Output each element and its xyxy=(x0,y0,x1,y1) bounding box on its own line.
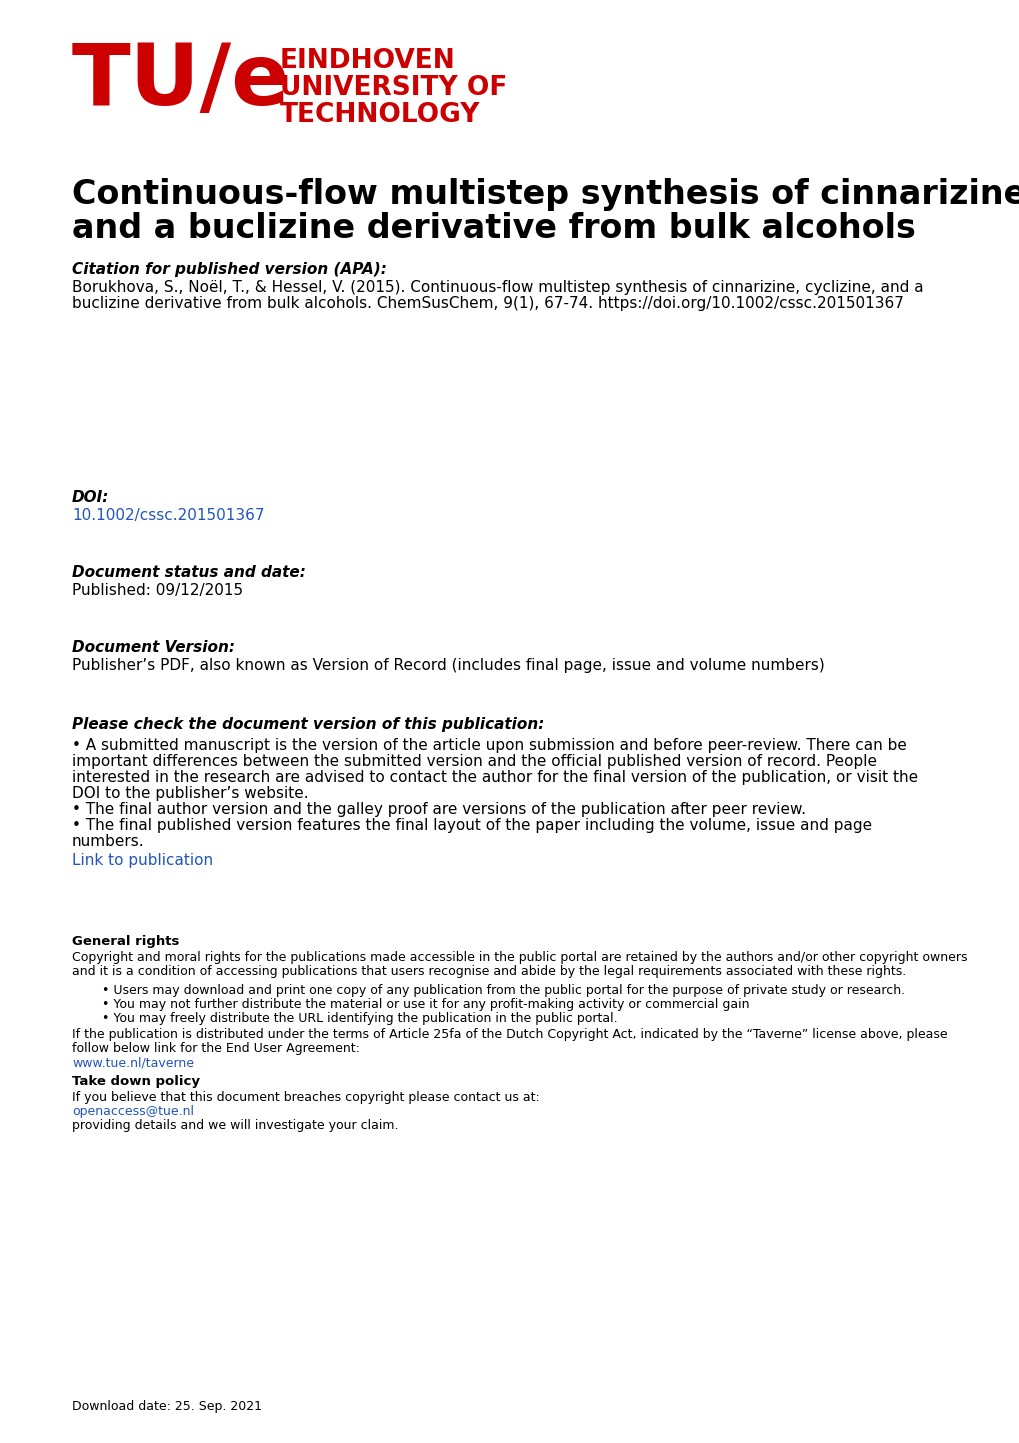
Text: • A submitted manuscript is the version of the article upon submission and befor: • A submitted manuscript is the version … xyxy=(72,737,906,753)
Text: buclizine derivative from bulk alcohols. ChemSusChem, 9(1), 67-74. https://doi.o: buclizine derivative from bulk alcohols.… xyxy=(72,296,903,312)
Text: www.tue.nl/taverne: www.tue.nl/taverne xyxy=(72,1056,194,1069)
Text: DOI:: DOI: xyxy=(72,491,109,505)
Text: Document Version:: Document Version: xyxy=(72,641,234,655)
Text: Copyright and moral rights for the publications made accessible in the public po: Copyright and moral rights for the publi… xyxy=(72,951,967,964)
Text: • The final published version features the final layout of the paper including t: • The final published version features t… xyxy=(72,818,871,833)
Text: important differences between the submitted version and the official published v: important differences between the submit… xyxy=(72,755,876,769)
Text: Published: 09/12/2015: Published: 09/12/2015 xyxy=(72,583,243,597)
Text: TU/e: TU/e xyxy=(72,40,290,123)
Text: • You may not further distribute the material or use it for any profit-making ac: • You may not further distribute the mat… xyxy=(102,999,749,1012)
Text: Borukhova, S., Noël, T., & Hessel, V. (2015). Continuous-flow multistep synthesi: Borukhova, S., Noël, T., & Hessel, V. (2… xyxy=(72,280,923,294)
Text: • The final author version and the galley proof are versions of the publication : • The final author version and the galle… xyxy=(72,802,805,817)
Text: Please check the document version of this publication:: Please check the document version of thi… xyxy=(72,717,544,732)
Text: If the publication is distributed under the terms of Article 25fa of the Dutch C: If the publication is distributed under … xyxy=(72,1027,947,1040)
Text: Link to publication: Link to publication xyxy=(72,853,213,869)
Text: EINDHOVEN: EINDHOVEN xyxy=(280,48,455,74)
Text: Document status and date:: Document status and date: xyxy=(72,566,306,580)
Text: Continuous-flow multistep synthesis of cinnarizine, cyclizine,: Continuous-flow multistep synthesis of c… xyxy=(72,177,1019,211)
Text: Take down policy: Take down policy xyxy=(72,1075,200,1088)
Text: numbers.: numbers. xyxy=(72,834,145,848)
Text: Citation for published version (APA):: Citation for published version (APA): xyxy=(72,263,386,277)
Text: and a buclizine derivative from bulk alcohols: and a buclizine derivative from bulk alc… xyxy=(72,212,915,245)
Text: Publisher’s PDF, also known as Version of Record (includes final page, issue and: Publisher’s PDF, also known as Version o… xyxy=(72,658,824,672)
Text: and it is a condition of accessing publications that users recognise and abide b: and it is a condition of accessing publi… xyxy=(72,965,905,978)
Text: openaccess@tue.nl: openaccess@tue.nl xyxy=(72,1105,194,1118)
Text: • Users may download and print one copy of any publication from the public porta: • Users may download and print one copy … xyxy=(102,984,904,997)
Text: If you believe that this document breaches copyright please contact us at:: If you believe that this document breach… xyxy=(72,1091,539,1104)
Text: TECHNOLOGY: TECHNOLOGY xyxy=(280,102,480,128)
Text: DOI to the publisher’s website.: DOI to the publisher’s website. xyxy=(72,786,309,801)
Text: providing details and we will investigate your claim.: providing details and we will investigat… xyxy=(72,1118,398,1131)
Text: Download date: 25. Sep. 2021: Download date: 25. Sep. 2021 xyxy=(72,1400,262,1413)
Text: interested in the research are advised to contact the author for the final versi: interested in the research are advised t… xyxy=(72,771,917,785)
Text: • You may freely distribute the URL identifying the publication in the public po: • You may freely distribute the URL iden… xyxy=(102,1012,618,1025)
Text: General rights: General rights xyxy=(72,935,179,948)
Text: UNIVERSITY OF: UNIVERSITY OF xyxy=(280,75,506,101)
Text: follow below link for the End User Agreement:: follow below link for the End User Agree… xyxy=(72,1042,360,1055)
Text: 10.1002/cssc.201501367: 10.1002/cssc.201501367 xyxy=(72,508,264,522)
